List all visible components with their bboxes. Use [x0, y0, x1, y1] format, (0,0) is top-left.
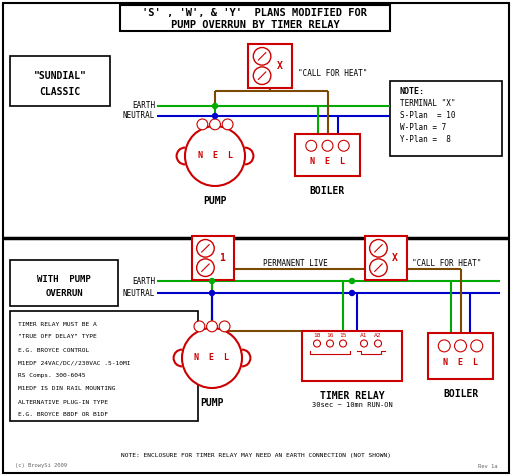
Text: Y-Plan =  8: Y-Plan = 8 [400, 135, 451, 143]
Text: CLASSIC: CLASSIC [39, 87, 80, 97]
Circle shape [209, 278, 215, 284]
Bar [365, 236, 407, 280]
Text: "SUNDIAL": "SUNDIAL" [34, 71, 87, 81]
Circle shape [350, 290, 354, 296]
Circle shape [339, 340, 347, 347]
Text: N  E  L: N E L [198, 151, 232, 160]
Text: S-Plan  = 10: S-Plan = 10 [400, 110, 456, 119]
Circle shape [322, 140, 333, 151]
Text: A2: A2 [374, 333, 382, 338]
Text: TERMINAL "X": TERMINAL "X" [400, 99, 456, 108]
Bar [302, 331, 402, 381]
Text: NEUTRAL: NEUTRAL [123, 111, 155, 120]
Circle shape [209, 119, 220, 130]
Text: "CALL FOR HEAT": "CALL FOR HEAT" [412, 259, 481, 268]
Text: (c) BrowySi 2009: (c) BrowySi 2009 [15, 464, 67, 468]
Bar [390, 81, 502, 156]
Text: X: X [392, 253, 398, 263]
Text: 1: 1 [219, 253, 225, 263]
Bar [10, 56, 110, 106]
Text: OVERRUN: OVERRUN [45, 288, 83, 298]
Circle shape [209, 290, 215, 296]
Circle shape [370, 239, 387, 257]
Text: 16: 16 [326, 333, 334, 338]
Text: N  E  L: N E L [195, 354, 229, 363]
Text: NEUTRAL: NEUTRAL [123, 288, 155, 298]
Text: W-Plan = 7: W-Plan = 7 [400, 122, 446, 131]
Circle shape [197, 259, 214, 277]
Text: BOILER: BOILER [310, 186, 345, 196]
Text: M1EDF IS DIN RAIL MOUNTING: M1EDF IS DIN RAIL MOUNTING [18, 387, 116, 391]
Text: PUMP: PUMP [200, 398, 224, 408]
Circle shape [471, 340, 483, 352]
Bar [10, 260, 118, 306]
Text: EARTH: EARTH [132, 101, 155, 110]
Text: 30sec ~ 10mn RUN-ON: 30sec ~ 10mn RUN-ON [312, 402, 392, 408]
Text: "TRUE OFF DELAY" TYPE: "TRUE OFF DELAY" TYPE [18, 335, 97, 339]
Circle shape [370, 259, 387, 277]
Circle shape [197, 239, 214, 257]
Circle shape [306, 140, 317, 151]
Text: 15: 15 [339, 333, 347, 338]
Circle shape [253, 48, 271, 65]
Bar [192, 236, 234, 280]
Bar [120, 5, 390, 31]
Text: WITH  PUMP: WITH PUMP [37, 275, 91, 284]
Text: NOTE:: NOTE: [400, 87, 425, 96]
Circle shape [350, 278, 354, 284]
Text: PUMP OVERRUN BY TIMER RELAY: PUMP OVERRUN BY TIMER RELAY [170, 20, 339, 30]
Text: M1EDF 24VAC/DC//230VAC .5-10MI: M1EDF 24VAC/DC//230VAC .5-10MI [18, 360, 131, 366]
Text: TIMER RELAY: TIMER RELAY [319, 391, 385, 401]
Circle shape [327, 340, 333, 347]
Circle shape [194, 321, 205, 332]
Text: Rev 1a: Rev 1a [478, 464, 497, 468]
Circle shape [219, 321, 230, 332]
Text: RS Comps. 300-6045: RS Comps. 300-6045 [18, 374, 86, 378]
Text: E.G. BROYCE B8DF OR B1DF: E.G. BROYCE B8DF OR B1DF [18, 413, 108, 417]
Circle shape [182, 328, 242, 388]
Bar [248, 44, 292, 88]
Text: EARTH: EARTH [132, 277, 155, 286]
Text: N  E  L: N E L [443, 358, 478, 367]
Circle shape [212, 103, 218, 109]
Text: N  E  L: N E L [310, 157, 345, 166]
Text: TIMER RELAY MUST BE A: TIMER RELAY MUST BE A [18, 321, 97, 327]
Circle shape [212, 113, 218, 119]
Text: E.G. BROYCE CONTROL: E.G. BROYCE CONTROL [18, 347, 89, 353]
Text: A1: A1 [360, 333, 368, 338]
Text: 18: 18 [313, 333, 321, 338]
Text: ALTERNATIVE PLUG-IN TYPE: ALTERNATIVE PLUG-IN TYPE [18, 399, 108, 405]
Circle shape [338, 140, 349, 151]
Text: X: X [277, 61, 283, 71]
Circle shape [207, 321, 218, 332]
Circle shape [438, 340, 450, 352]
Circle shape [360, 340, 368, 347]
Bar [10, 311, 198, 421]
Bar [428, 333, 493, 379]
Text: PUMP: PUMP [203, 196, 227, 206]
Bar [295, 134, 360, 176]
Circle shape [313, 340, 321, 347]
Circle shape [185, 126, 245, 186]
Circle shape [455, 340, 466, 352]
Circle shape [222, 119, 233, 130]
Text: PERMANENT LIVE: PERMANENT LIVE [263, 258, 327, 268]
Text: "CALL FOR HEAT": "CALL FOR HEAT" [298, 69, 368, 79]
Circle shape [374, 340, 381, 347]
Circle shape [197, 119, 208, 130]
Text: BOILER: BOILER [443, 389, 478, 399]
Circle shape [253, 67, 271, 84]
Text: 'S' , 'W', & 'Y'  PLANS MODIFIED FOR: 'S' , 'W', & 'Y' PLANS MODIFIED FOR [142, 8, 368, 18]
Text: NOTE: ENCLOSURE FOR TIMER RELAY MAY NEED AN EARTH CONNECTION (NOT SHOWN): NOTE: ENCLOSURE FOR TIMER RELAY MAY NEED… [121, 454, 391, 458]
